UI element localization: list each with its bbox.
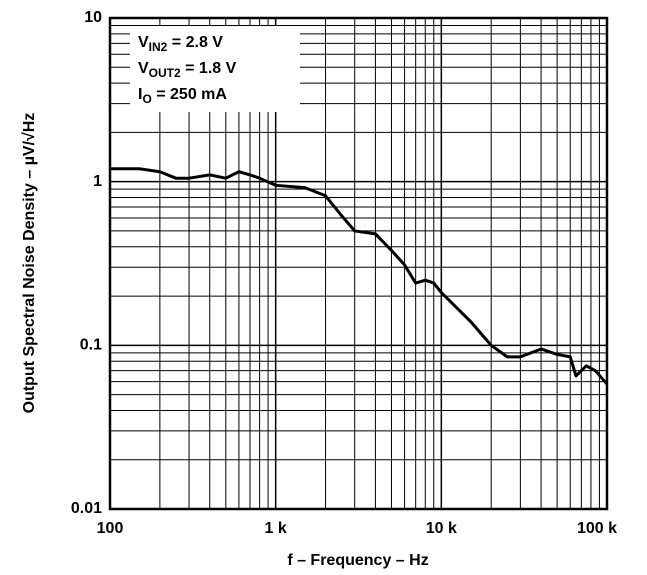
x-tick-label: 1 k bbox=[265, 520, 287, 537]
x-tick-label: 100 k bbox=[577, 520, 617, 537]
x-tick-label: 10 k bbox=[426, 520, 457, 537]
annotation-rest: = 2.8 V bbox=[167, 34, 223, 51]
annotation-sub: OUT2 bbox=[149, 66, 181, 80]
y-tick-label: 0.1 bbox=[80, 337, 102, 354]
annotation-main: V bbox=[138, 34, 149, 51]
y-axis-label: Output Spectral Noise Density – µV/√Hz bbox=[21, 113, 38, 414]
annotation-rest: = 250 mA bbox=[152, 86, 228, 103]
annotation: IO = 250 mA bbox=[138, 86, 227, 106]
y-tick-label: 1 bbox=[93, 173, 102, 190]
annotation-box bbox=[130, 26, 300, 112]
annotation: VOUT2 = 1.8 V bbox=[138, 60, 237, 80]
y-tick-label: 0.01 bbox=[71, 500, 102, 517]
y-tick-label: 10 bbox=[84, 9, 102, 26]
plot-frame bbox=[108, 16, 609, 511]
annotation: VIN2 = 2.8 V bbox=[138, 34, 223, 54]
annotation-main: V bbox=[138, 60, 149, 77]
x-axis-label: f – Frequency – Hz bbox=[287, 552, 428, 569]
annotation-rest: = 1.8 V bbox=[181, 60, 237, 77]
annotation-main: I bbox=[138, 86, 142, 103]
annotation-sub: IN2 bbox=[149, 40, 168, 54]
noise-curve bbox=[110, 167, 609, 386]
annotation-sub: O bbox=[142, 92, 151, 106]
x-tick-label: 100 bbox=[97, 520, 124, 537]
